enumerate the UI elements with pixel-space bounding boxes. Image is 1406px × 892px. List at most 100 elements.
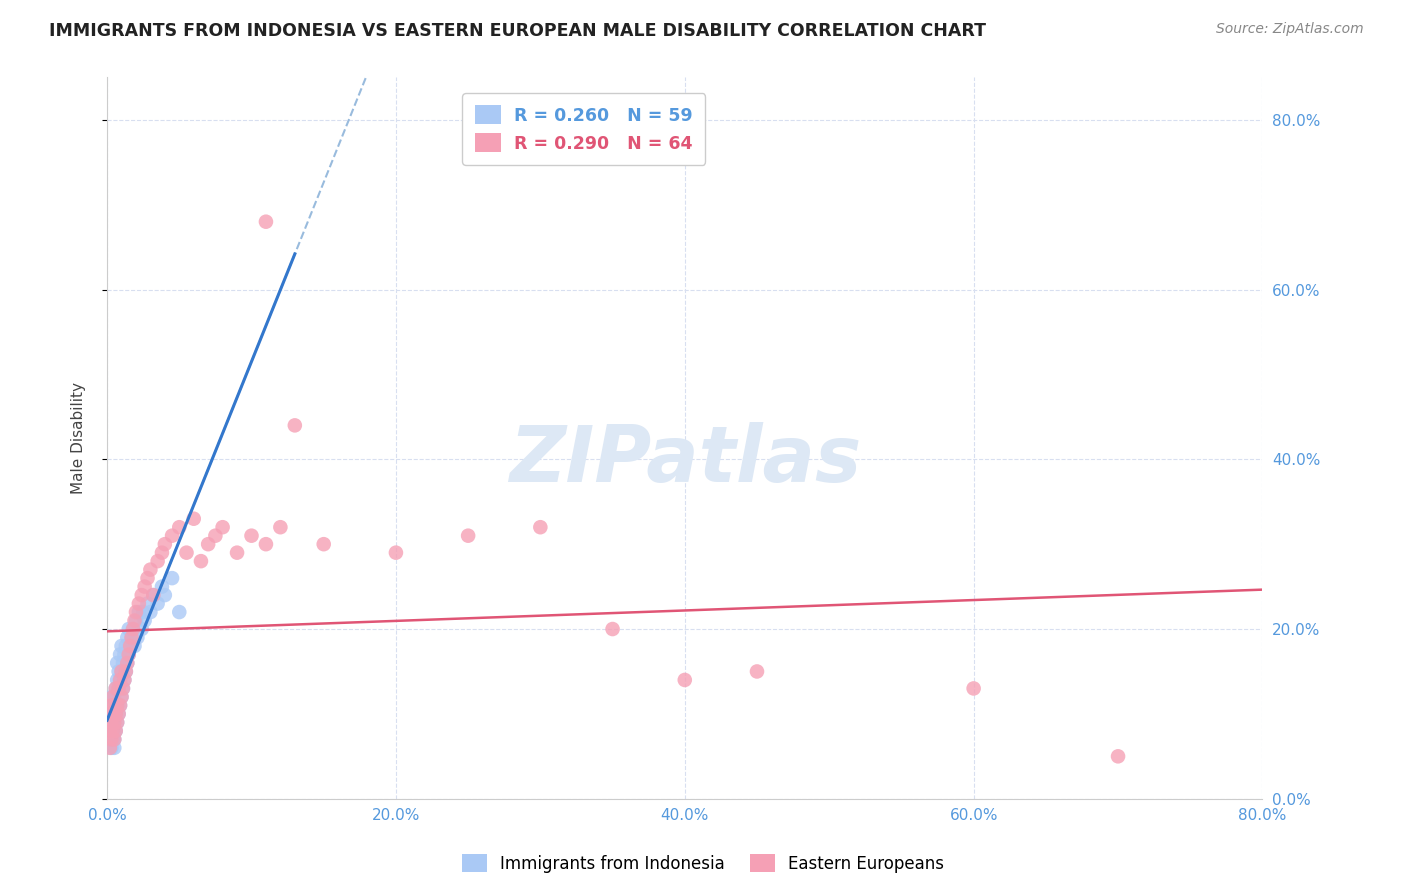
Point	[103, 715, 125, 730]
Point	[139, 563, 162, 577]
Point	[108, 698, 131, 713]
Point	[112, 673, 135, 687]
Point	[108, 673, 131, 687]
Point	[103, 732, 125, 747]
Point	[204, 529, 226, 543]
Point	[115, 665, 138, 679]
Point	[183, 512, 205, 526]
Point	[284, 418, 307, 433]
Point	[98, 723, 121, 738]
Point	[153, 537, 176, 551]
Legend: Immigrants from Indonesia, Eastern Europeans: Immigrants from Indonesia, Eastern Europ…	[456, 847, 950, 880]
Y-axis label: Male Disability: Male Disability	[72, 382, 86, 494]
Point	[127, 631, 149, 645]
Point	[169, 605, 191, 619]
Point	[103, 698, 125, 713]
Point	[169, 520, 191, 534]
Point	[160, 571, 183, 585]
Point	[240, 529, 263, 543]
Point	[107, 681, 129, 696]
Point	[110, 690, 132, 704]
Point	[104, 681, 127, 696]
Point	[121, 631, 143, 645]
Point	[103, 715, 125, 730]
Point	[100, 740, 122, 755]
Point	[124, 614, 146, 628]
Point	[312, 537, 335, 551]
Point	[254, 215, 277, 229]
Text: ZIPatlas: ZIPatlas	[509, 422, 860, 498]
Point	[197, 537, 219, 551]
Point	[139, 605, 162, 619]
Point	[100, 698, 122, 713]
Point	[104, 681, 127, 696]
Point	[211, 520, 233, 534]
Point	[112, 673, 135, 687]
Point	[745, 665, 768, 679]
Point	[104, 723, 127, 738]
Point	[134, 580, 156, 594]
Point	[122, 622, 145, 636]
Point	[108, 648, 131, 662]
Point	[111, 681, 134, 696]
Point	[105, 656, 128, 670]
Point	[110, 690, 132, 704]
Point	[105, 698, 128, 713]
Point	[104, 706, 127, 721]
Point	[115, 665, 138, 679]
Point	[100, 715, 122, 730]
Point	[190, 554, 212, 568]
Point	[101, 690, 124, 704]
Point	[128, 597, 150, 611]
Point	[160, 529, 183, 543]
Point	[142, 588, 165, 602]
Point	[125, 614, 148, 628]
Point	[101, 723, 124, 738]
Point	[101, 698, 124, 713]
Point	[529, 520, 551, 534]
Point	[118, 622, 141, 636]
Point	[457, 529, 479, 543]
Point	[107, 706, 129, 721]
Point	[131, 588, 153, 602]
Point	[104, 723, 127, 738]
Point	[146, 554, 169, 568]
Point	[131, 622, 153, 636]
Point	[142, 588, 165, 602]
Point	[134, 614, 156, 628]
Point	[132, 605, 155, 619]
Point	[962, 681, 984, 696]
Point	[269, 520, 291, 534]
Point	[150, 546, 173, 560]
Point	[153, 588, 176, 602]
Point	[673, 673, 696, 687]
Point	[103, 723, 125, 738]
Point	[1107, 749, 1129, 764]
Point	[98, 706, 121, 721]
Point	[103, 706, 125, 721]
Point	[117, 631, 139, 645]
Point	[111, 656, 134, 670]
Point	[150, 580, 173, 594]
Point	[108, 673, 131, 687]
Point	[105, 715, 128, 730]
Point	[100, 715, 122, 730]
Text: Source: ZipAtlas.com: Source: ZipAtlas.com	[1216, 22, 1364, 37]
Point	[98, 723, 121, 738]
Point	[107, 665, 129, 679]
Point	[121, 631, 143, 645]
Point	[110, 665, 132, 679]
Point	[98, 706, 121, 721]
Point	[254, 537, 277, 551]
Point	[98, 740, 121, 755]
Point	[105, 673, 128, 687]
Point	[120, 639, 142, 653]
Legend: R = 0.260   N = 59, R = 0.290   N = 64: R = 0.260 N = 59, R = 0.290 N = 64	[463, 94, 706, 165]
Point	[107, 706, 129, 721]
Point	[117, 656, 139, 670]
Point	[100, 690, 122, 704]
Point	[101, 723, 124, 738]
Point	[122, 622, 145, 636]
Point	[118, 648, 141, 662]
Point	[103, 740, 125, 755]
